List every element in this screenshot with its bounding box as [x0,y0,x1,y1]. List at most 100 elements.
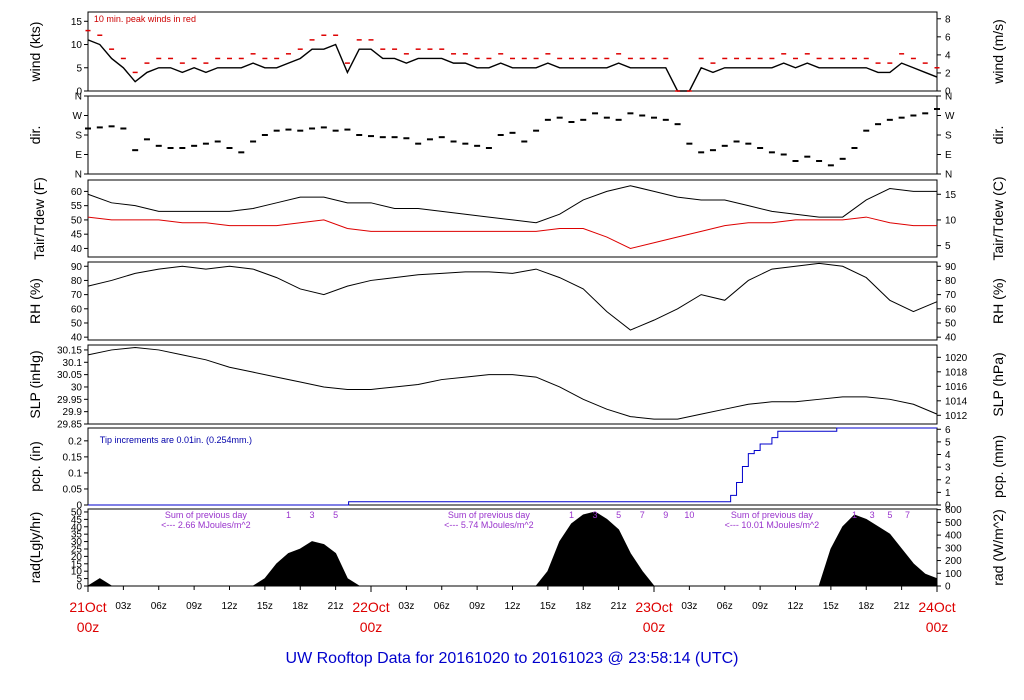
x-tick-label: 03z [681,601,697,612]
ylabel-left-dir: dir. [27,126,43,145]
rad-hour-mark: 7 [905,510,910,520]
day-label-time: 00z [77,619,100,635]
tick-label-right-temp: 10 [945,215,957,226]
x-tick-label: 12z [787,601,803,612]
rad-annotation: Sum of previous day [731,510,814,520]
tick-label-left-temp: 60 [71,187,83,198]
tick-label-right-slp: 1014 [945,396,968,407]
tick-label-right-dir: S [945,131,952,142]
x-tick-label: 18z [858,601,874,612]
tick-label-right-pcp: 5 [945,437,951,448]
ylabel-right-rh: RH (%) [990,278,1006,324]
ylabel-left-rad: rad(Lgly/hr) [27,512,43,584]
day-label-date: 22Oct [352,599,389,615]
tick-label-right-dir: N [945,170,952,181]
tick-label-right-slp: 1016 [945,382,968,393]
x-tick-label: 18z [292,601,308,612]
x-tick-label: 06z [434,601,450,612]
ylabel-right-slp: SLP (hPa) [990,352,1006,416]
x-tick-label: 15z [257,601,273,612]
tick-label-left-pcp: 0 [76,501,82,512]
panel-pcp-frame [87,427,938,506]
x-tick-label: 09z [752,601,768,612]
tick-label-left-dir: W [73,111,83,122]
tick-label-right-rh: 70 [945,290,957,301]
rad-hour-mark: 10 [684,510,694,520]
tick-label-right-wind: 2 [945,68,951,79]
pcp-annotation: Tip increments are 0.01in. (0.254mm.) [100,435,252,445]
ylabel-right-dir: dir. [990,126,1006,145]
tick-label-left-wind: 15 [71,17,83,28]
tick-label-left-rad: 35 [71,530,83,541]
rad-hour-mark: 3 [310,510,315,520]
tick-label-left-rad: 20 [71,552,83,563]
tick-label-left-rh: 90 [71,262,83,273]
day-label-date: 23Oct [635,599,672,615]
x-tick-label: 09z [186,601,202,612]
tick-label-right-rad: 0 [945,582,951,593]
tick-label-left-rad: 5 [76,574,82,585]
day-label-time: 00z [360,619,383,635]
tick-label-right-rad: 100 [945,569,962,580]
tick-label-left-wind: 0 [76,87,82,98]
panel-dir-frame [87,95,938,175]
x-tick-label: 21z [894,601,910,612]
tick-label-right-wind: 8 [945,14,951,25]
tick-label-left-wind: 5 [76,63,82,74]
tick-label-right-dir: N [945,92,952,103]
tick-label-left-pcp: 0.15 [63,452,83,463]
tick-label-left-rh: 70 [71,290,83,301]
x-tick-label: 06z [717,601,733,612]
rad-hour-mark: 5 [887,510,892,520]
tick-label-right-rad: 200 [945,556,962,567]
tick-label-right-rad: 300 [945,543,962,554]
rad-annotation: Sum of previous day [165,510,248,520]
day-label-time: 00z [643,619,666,635]
tick-label-left-rad: 45 [71,515,83,526]
tick-label-right-pcp: 3 [945,463,951,474]
tick-label-right-rh: 50 [945,318,957,329]
rad-annotation: <--- 2.66 MJoules/m^2 [161,520,251,530]
tick-label-left-temp: 40 [71,244,83,255]
series-rad-0 [86,511,938,587]
rad-annotation: <--- 10.01 MJoules/m^2 [725,520,820,530]
ylabel-left-temp: Tair/Tdew (F) [31,177,47,259]
panel-wind-frame [87,11,938,92]
x-tick-label: 06z [151,601,167,612]
x-tick-label: 03z [398,601,414,612]
tick-label-left-wind: 10 [71,40,83,51]
tick-label-left-slp: 30.1 [63,358,83,369]
panel-rh-frame [87,261,938,341]
tick-label-left-rad: 10 [71,567,83,578]
rad-hour-mark: 5 [616,510,621,520]
tick-label-right-wind: 4 [945,50,951,61]
panel-slp-frame [87,344,938,425]
tick-label-left-rad: 40 [71,522,83,533]
tick-label-left-rh: 50 [71,318,83,329]
series-pcp-0 [88,427,937,506]
x-tick-label: 21z [611,601,627,612]
tick-label-left-slp: 30.15 [57,345,82,356]
tick-label-left-pcp: 0.1 [68,468,82,479]
tick-label-left-rad: 15 [71,559,83,570]
tick-label-left-dir: N [75,170,82,181]
x-tick-label: 03z [115,601,131,612]
tick-label-left-dir: S [75,131,82,142]
series-wind-0 [87,39,938,92]
x-tick-label: 12z [221,601,237,612]
rad-hour-mark: 3 [870,510,875,520]
wind-annotation: 10 min. peak winds in red [94,14,196,24]
tick-label-left-rad: 50 [71,507,83,518]
tick-label-left-temp: 45 [71,230,83,241]
tick-label-right-dir: E [945,150,952,161]
rad-annotation: Sum of previous day [448,510,531,520]
series-slp-0 [87,346,938,420]
ylabel-left-wind: wind (kts) [27,22,43,83]
day-label-time: 00z [926,619,949,635]
tick-label-left-pcp: 0.2 [68,436,82,447]
day-label-date: 24Oct [918,599,955,615]
tick-label-left-slp: 29.85 [57,420,82,431]
tick-label-right-temp: 15 [945,190,957,201]
day-label-date: 21Oct [69,599,106,615]
tick-label-left-temp: 50 [71,215,83,226]
